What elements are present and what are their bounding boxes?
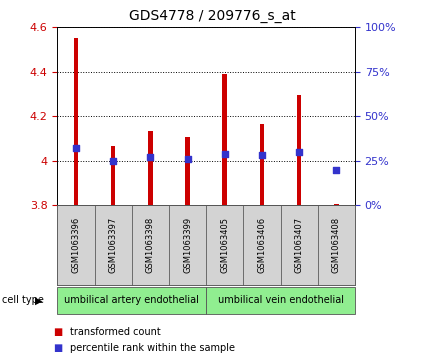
Bar xyxy=(111,146,115,205)
Bar xyxy=(132,205,169,285)
Bar xyxy=(223,74,227,205)
Bar xyxy=(243,205,280,285)
Text: GSM1063405: GSM1063405 xyxy=(220,217,229,273)
Point xyxy=(147,154,154,160)
Point xyxy=(258,152,265,158)
Bar xyxy=(297,95,301,205)
Bar xyxy=(148,131,153,205)
Point xyxy=(221,151,228,156)
Bar xyxy=(169,205,206,285)
Text: GSM1063398: GSM1063398 xyxy=(146,217,155,273)
Point xyxy=(333,167,340,172)
Bar xyxy=(260,124,264,205)
Text: GSM1063408: GSM1063408 xyxy=(332,217,341,273)
Bar xyxy=(94,205,132,285)
Point xyxy=(184,156,191,162)
Bar xyxy=(317,205,355,285)
Text: cell type: cell type xyxy=(2,295,44,305)
Text: ▶: ▶ xyxy=(35,295,43,305)
Bar xyxy=(206,287,355,314)
Text: ■: ■ xyxy=(53,327,62,337)
Text: GSM1063406: GSM1063406 xyxy=(258,217,266,273)
Bar xyxy=(74,38,78,205)
Text: umbilical vein endothelial: umbilical vein endothelial xyxy=(218,295,343,305)
Text: GSM1063407: GSM1063407 xyxy=(295,217,303,273)
Text: GSM1063397: GSM1063397 xyxy=(109,217,118,273)
Bar xyxy=(185,137,190,205)
Text: GDS4778 / 209776_s_at: GDS4778 / 209776_s_at xyxy=(129,9,296,23)
Bar xyxy=(280,205,317,285)
Text: ■: ■ xyxy=(53,343,62,354)
Bar xyxy=(57,205,94,285)
Bar xyxy=(57,287,206,314)
Text: percentile rank within the sample: percentile rank within the sample xyxy=(70,343,235,354)
Text: transformed count: transformed count xyxy=(70,327,161,337)
Text: GSM1063399: GSM1063399 xyxy=(183,217,192,273)
Text: GSM1063396: GSM1063396 xyxy=(71,217,80,273)
Point xyxy=(296,149,303,155)
Bar xyxy=(206,205,243,285)
Text: umbilical artery endothelial: umbilical artery endothelial xyxy=(64,295,199,305)
Bar xyxy=(334,204,338,205)
Point xyxy=(73,145,79,151)
Point xyxy=(110,158,116,163)
